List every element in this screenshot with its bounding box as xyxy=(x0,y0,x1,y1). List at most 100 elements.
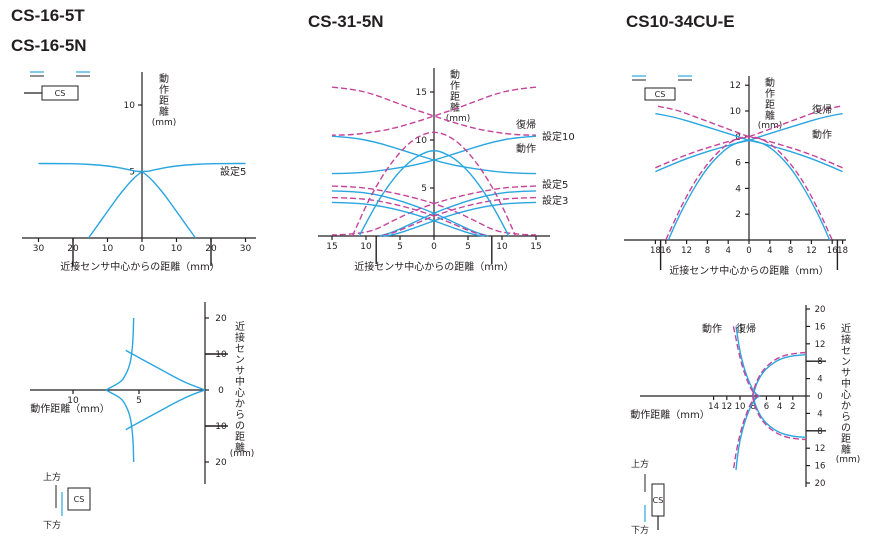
sensor-head-icon xyxy=(644,87,676,101)
x-tick-label: 16 xyxy=(827,246,838,256)
y-axis-label-char: サ xyxy=(841,367,851,379)
series-line xyxy=(751,351,807,397)
y-tick-label: 0 xyxy=(817,392,822,402)
y-tick-label: 12 xyxy=(815,340,826,350)
legend-operate-label: 動作 xyxy=(812,128,832,141)
series-line xyxy=(665,135,833,241)
x-tick-label: 0 xyxy=(139,244,145,254)
y-axis-label-char: 近 xyxy=(841,322,851,335)
series-line xyxy=(331,201,486,237)
series-label-setting5: 設定5 xyxy=(220,165,246,178)
x-tick-label: 6 xyxy=(764,402,769,412)
y-axis-unit: (mm) xyxy=(230,449,255,459)
legend-operate-label: 動作 xyxy=(516,142,536,155)
y-axis-label-char: 離 xyxy=(841,443,851,456)
y-tick-label: 20 xyxy=(215,458,227,468)
legend-operate-label: 動作 xyxy=(702,322,722,335)
legend-reset-label: 復帰 xyxy=(812,103,832,116)
y-tick-label: 10 xyxy=(215,350,227,360)
x-tick-label: 0 xyxy=(431,242,437,252)
direction-label-down: 下方 xyxy=(43,519,61,531)
x-tick-label: 5 xyxy=(136,396,142,406)
series-line xyxy=(732,326,759,397)
y-tick-label: 20 xyxy=(815,305,826,315)
y-axis-label-char: 中 xyxy=(841,377,851,390)
y-tick-label: 8 xyxy=(817,427,822,437)
sensor-head-icon-label: CS xyxy=(55,89,66,98)
y-tick-label: 10 xyxy=(416,136,428,146)
x-tick-label: 10 xyxy=(360,242,372,252)
direction-label-up: 上方 xyxy=(43,471,61,483)
series-line xyxy=(331,185,537,236)
y-axis-unit: (mm) xyxy=(758,121,783,131)
series-line xyxy=(331,86,537,136)
sensor-head-icon xyxy=(67,487,91,511)
sensor-head-icon-label: CS xyxy=(653,496,664,505)
y-tick-label: 16 xyxy=(815,322,826,332)
y-axis-label-char: 距 xyxy=(765,99,775,111)
x-tick-label: 12 xyxy=(806,246,817,256)
y-axis-label-char: 離 xyxy=(765,109,775,122)
series-line xyxy=(667,139,831,241)
y-tick-label: 20 xyxy=(815,479,826,489)
x-tick-label: 15 xyxy=(530,242,541,252)
y-axis-label-char: 接 xyxy=(235,331,245,344)
legend-reset-label: 復帰 xyxy=(736,322,756,335)
sensor-head-icon-label: CS xyxy=(655,90,666,99)
x-tick-label: 2 xyxy=(790,402,795,412)
series-line xyxy=(331,196,489,237)
y-axis-label-char: の xyxy=(841,423,851,434)
x-tick-label: 14 xyxy=(708,402,719,412)
y-axis-label-char: の xyxy=(235,421,245,432)
series-line xyxy=(358,150,510,237)
x-tick-label: 30 xyxy=(33,244,45,254)
y-tick-label: 8 xyxy=(735,133,741,143)
x-tick-label: 4 xyxy=(777,402,782,412)
y-axis-unit: (mm) xyxy=(152,118,177,128)
series-line xyxy=(125,389,206,431)
x-tick-label: 5 xyxy=(465,242,471,252)
series-line xyxy=(331,190,489,237)
x-tick-label: 0 xyxy=(746,246,751,256)
x-tick-label: 8 xyxy=(705,246,710,256)
chart-title-cs31-5n: CS-31-5N xyxy=(308,12,384,31)
series-line xyxy=(331,135,537,175)
y-tick-label: 4 xyxy=(735,184,741,194)
series-line xyxy=(732,395,759,471)
series-line xyxy=(379,190,537,237)
y-axis-label-char: 離 xyxy=(235,441,245,454)
y-tick-label: 6 xyxy=(735,159,741,169)
setting-label-3: 設定3 xyxy=(542,194,568,207)
y-axis-label-char: セ xyxy=(841,345,851,357)
x-axis-label: 近接センサ中心からの距離（mm） xyxy=(60,260,219,273)
y-tick-label: 10 xyxy=(730,107,742,117)
y-tick-label: 0 xyxy=(218,386,224,396)
y-tick-label: 10 xyxy=(124,101,136,111)
x-tick-label: 15 xyxy=(326,242,337,252)
y-tick-label: 16 xyxy=(815,462,826,472)
y-axis-label-char: ら xyxy=(235,409,245,421)
y-tick-label: 12 xyxy=(730,81,741,91)
y-axis-label-char: 距 xyxy=(841,433,851,445)
y-tick-label: 4 xyxy=(817,409,822,419)
y-axis-label-char: 離 xyxy=(159,105,169,118)
y-axis-label-char: 離 xyxy=(450,101,460,114)
y-axis-label-char: ら xyxy=(841,411,851,423)
y-axis-label-char: 距 xyxy=(235,431,245,443)
y-axis-label-char: 作 xyxy=(159,84,169,96)
series-line xyxy=(752,395,807,438)
series-line xyxy=(351,131,517,237)
series-line xyxy=(38,162,143,173)
sensor-head-icon-label: CS xyxy=(74,495,85,504)
x-tick-label: 10 xyxy=(496,242,508,252)
series-line xyxy=(379,196,537,237)
x-tick-label: 4 xyxy=(767,246,772,256)
series-line xyxy=(141,170,197,239)
series-line xyxy=(331,185,537,236)
x-tick-label: 4 xyxy=(725,246,730,256)
x-tick-label: 10 xyxy=(171,244,183,254)
x-tick-label: 5 xyxy=(397,242,403,252)
series-line xyxy=(751,395,807,441)
series-line xyxy=(87,170,143,239)
